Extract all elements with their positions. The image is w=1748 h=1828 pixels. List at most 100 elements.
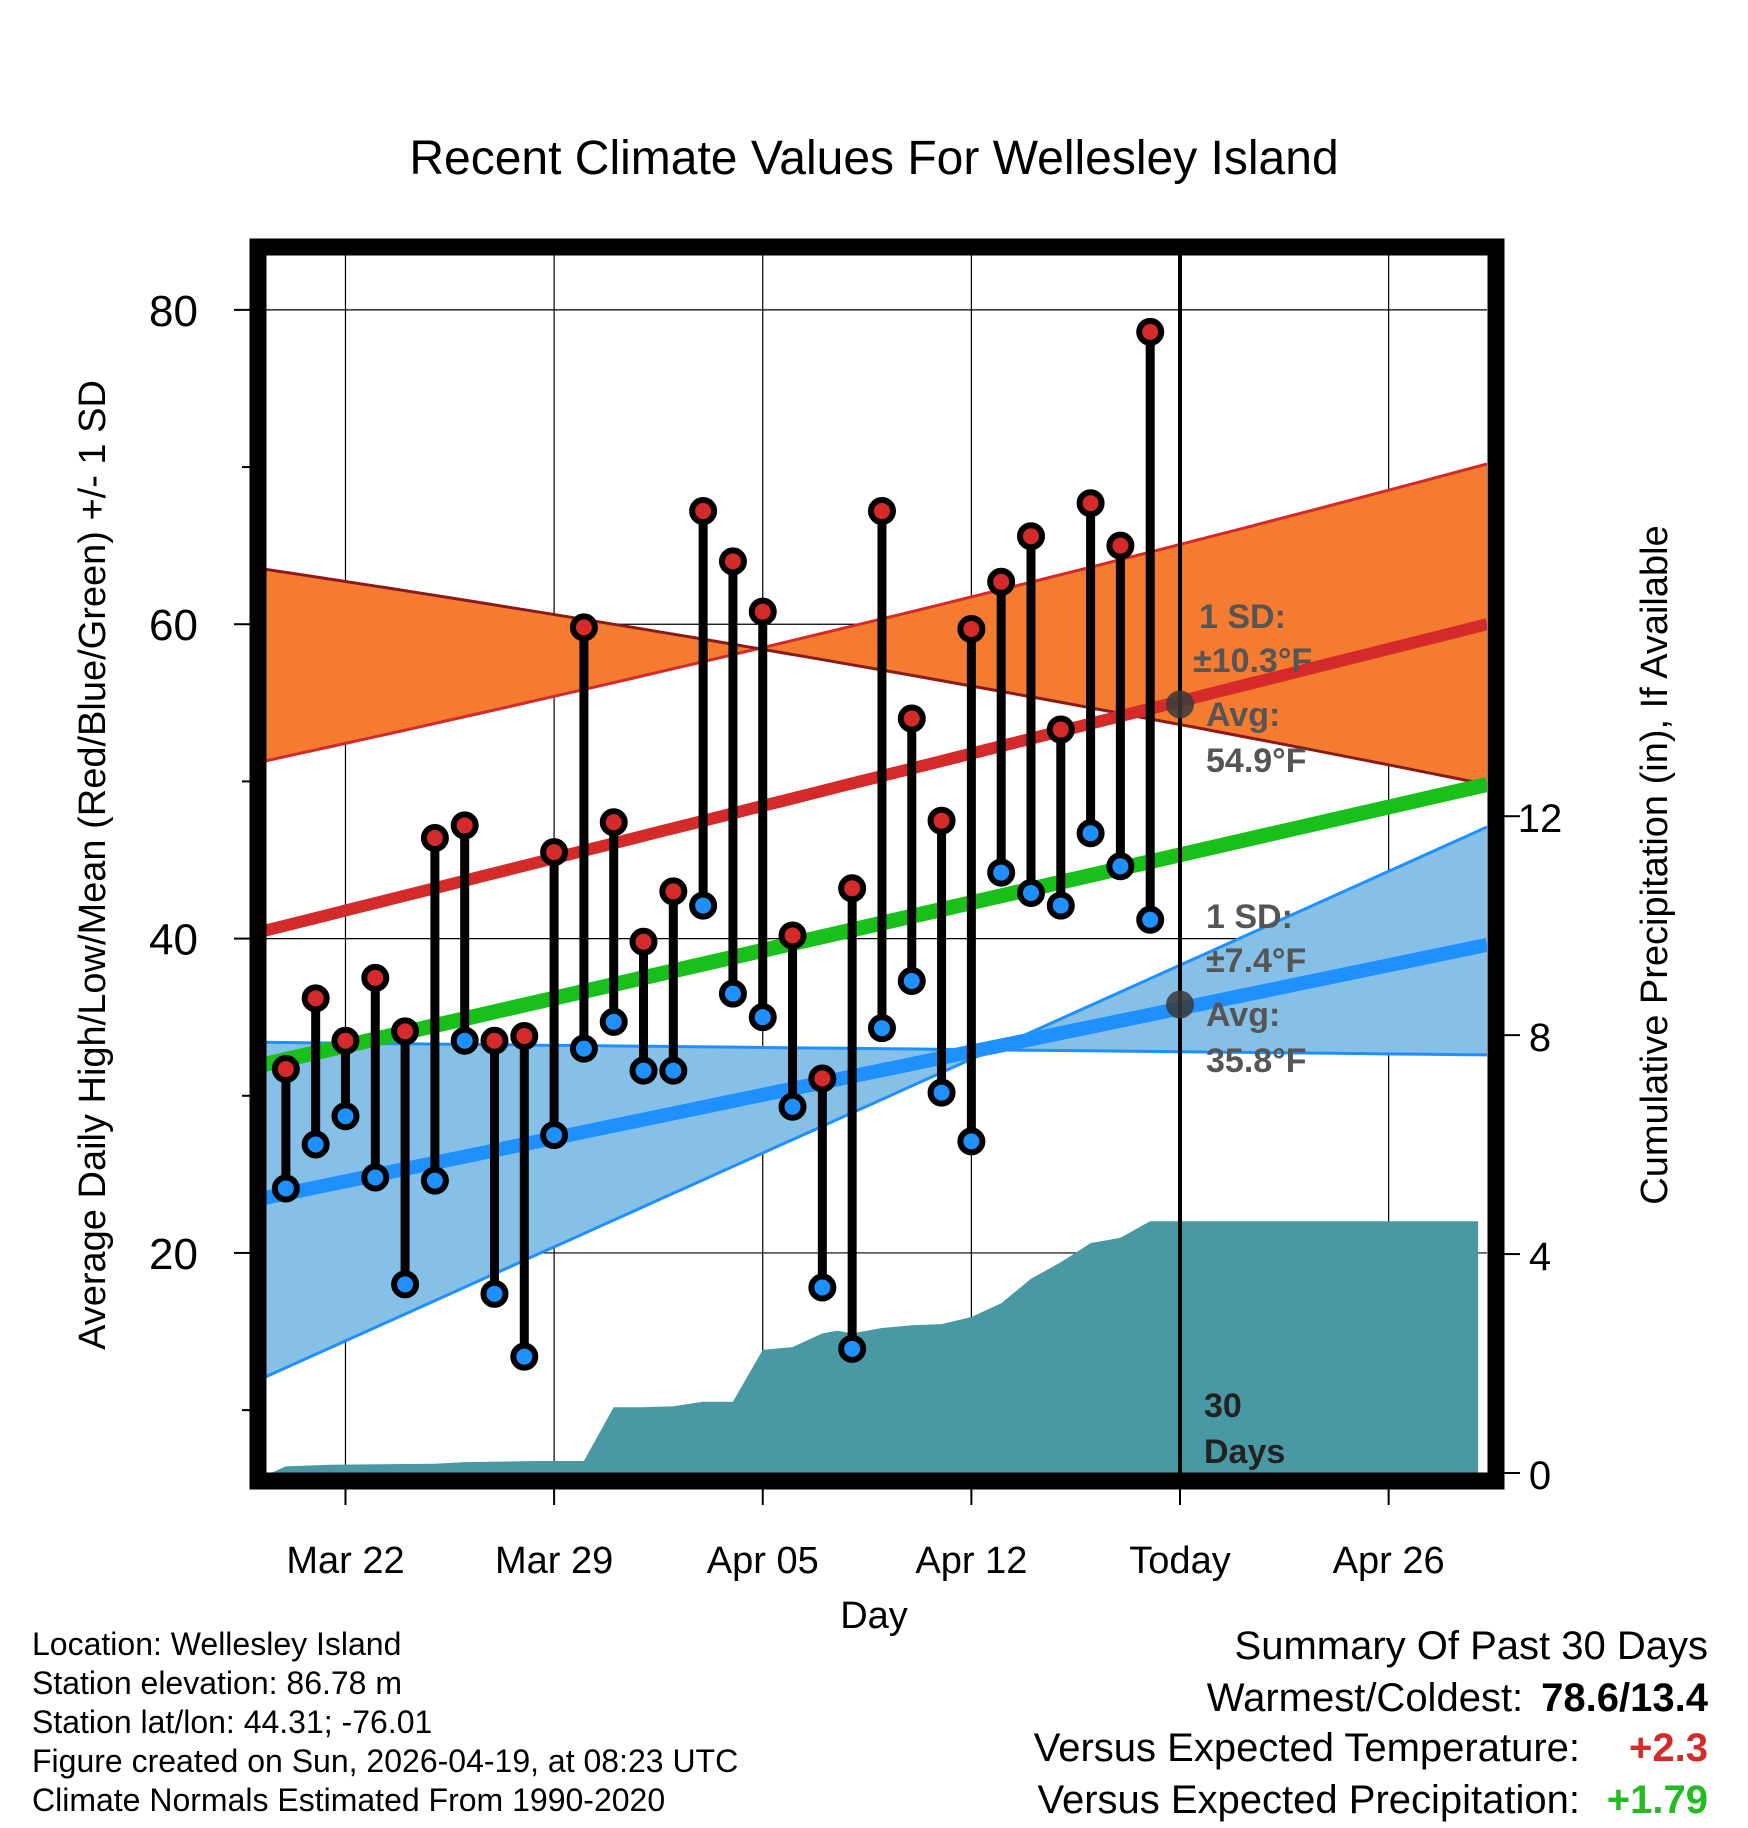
high-point [659, 877, 688, 906]
footer-location: Location: Wellesley Island [32, 1626, 402, 1662]
x-tick-label: Mar 29 [495, 1540, 613, 1582]
y2-tick-label: 4 [1529, 1235, 1551, 1279]
low-sd-value: ±7.4°F [1206, 942, 1306, 980]
low-point [1076, 819, 1105, 848]
low-point [450, 1026, 479, 1055]
low-point [659, 1056, 688, 1085]
high-point [897, 704, 926, 733]
temp-value: +2.3 [1629, 1726, 1708, 1770]
high-point [391, 1017, 420, 1046]
y2-tick-label: 12 [1518, 797, 1563, 841]
footer-normals: Climate Normals Estimated From 1990-2020 [32, 1782, 666, 1818]
y2-tick-label: 0 [1529, 1454, 1551, 1498]
plot-frame [249, 238, 1505, 1490]
x-tick-label: Apr 12 [915, 1540, 1027, 1582]
high-sd-label: 1 SD: [1199, 598, 1286, 636]
low-point [838, 1334, 867, 1363]
low-point [1046, 891, 1075, 920]
low-point [1136, 905, 1165, 934]
x-axis-label: Day [840, 1595, 908, 1637]
low-point [897, 967, 926, 996]
high-point [778, 921, 807, 950]
high-avg-label: Avg: [1206, 696, 1280, 734]
high-point [1076, 489, 1105, 518]
summary-temperature: Versus Expected Temperature: +2.3 [1034, 1728, 1708, 1768]
high-point [301, 984, 330, 1013]
high-point [480, 1026, 509, 1055]
y-tick-label: 20 [149, 1230, 198, 1279]
warmest-value: 78.6/13.4 [1541, 1676, 1708, 1720]
high-sd-lower-line [265, 567, 1487, 787]
precip-area [271, 1221, 1479, 1473]
high-point [510, 1022, 539, 1051]
low-point [718, 979, 747, 1008]
low-point [957, 1127, 986, 1156]
low-sd-upper-line [265, 825, 1487, 1379]
high-point [540, 838, 569, 867]
footer-latlon: Station lat/lon: 44.31; -76.01 [32, 1704, 433, 1740]
high-avg-marker [1166, 690, 1195, 719]
low-point [271, 1174, 300, 1203]
high-point [718, 547, 747, 576]
summary-precipitation: Versus Expected Precipitation: +1.79 [1037, 1780, 1708, 1820]
high-point [748, 597, 777, 626]
low-point [1016, 879, 1045, 908]
low-point [599, 1007, 628, 1036]
low-point [331, 1102, 360, 1131]
high-point [957, 614, 986, 643]
high-point [331, 1026, 360, 1055]
low-point [778, 1092, 807, 1121]
low-point [927, 1078, 956, 1107]
high-point [629, 927, 658, 956]
x-tick-label: Mar 22 [286, 1540, 404, 1582]
x-tick-label: Apr 05 [707, 1540, 819, 1582]
high-point [361, 963, 390, 992]
low-point [748, 1003, 777, 1032]
low-point [1106, 852, 1135, 881]
footer-elevation: Station elevation: 86.78 m [32, 1665, 403, 1701]
high-point [1016, 522, 1045, 551]
y-tick-label: 80 [149, 287, 198, 336]
temp-label: Versus Expected Temperature: [1033, 1726, 1580, 1770]
low-point [569, 1034, 598, 1063]
high-point [450, 811, 479, 840]
summary-warmest: Warmest/Coldest: 78.6/13.4 [1207, 1678, 1708, 1718]
low-point [420, 1166, 449, 1195]
summary-title: Summary Of Past 30 Days [1234, 1624, 1708, 1668]
high-point [987, 567, 1016, 596]
low-point [540, 1121, 569, 1150]
chart-title: Recent Climate Values For Wellesley Isla… [409, 132, 1338, 185]
days-count-label: 30 [1204, 1387, 1242, 1425]
low-sd-label: 1 SD: [1206, 898, 1293, 936]
high-point [1046, 715, 1075, 744]
high-sd-value: ±10.3°F [1193, 642, 1312, 680]
low-point [987, 858, 1016, 887]
high-point [689, 497, 718, 526]
y-tick-label: 60 [149, 601, 198, 650]
low-point [301, 1130, 330, 1159]
precip-label: Versus Expected Precipitation: [1037, 1778, 1580, 1822]
low-point [689, 891, 718, 920]
precip-value: +1.79 [1606, 1778, 1708, 1822]
high-point [271, 1055, 300, 1084]
low-point [391, 1270, 420, 1299]
warmest-label: Warmest/Coldest: [1206, 1676, 1524, 1720]
high-sd-upper-line [265, 462, 1487, 763]
low-avg-value: 35.8°F [1206, 1042, 1307, 1080]
high-point [808, 1064, 837, 1093]
y-tick-label: 40 [149, 916, 198, 965]
y2-tick-label: 8 [1529, 1016, 1551, 1060]
high-point [927, 806, 956, 835]
high-point [1136, 317, 1165, 346]
low-point [510, 1342, 539, 1371]
high-point [599, 808, 628, 837]
y-axis-label: Average Daily High/Low/Mean (Red/Blue/Gr… [72, 380, 114, 1350]
low-point [361, 1163, 390, 1192]
low-normal-line [265, 938, 1487, 1205]
low-point [629, 1056, 658, 1085]
high-point [420, 823, 449, 852]
low-point [808, 1273, 837, 1302]
y2-axis-label: Cumulative Precipitation (in), If Availa… [1634, 525, 1676, 1204]
days-text-label: Days [1204, 1433, 1285, 1471]
